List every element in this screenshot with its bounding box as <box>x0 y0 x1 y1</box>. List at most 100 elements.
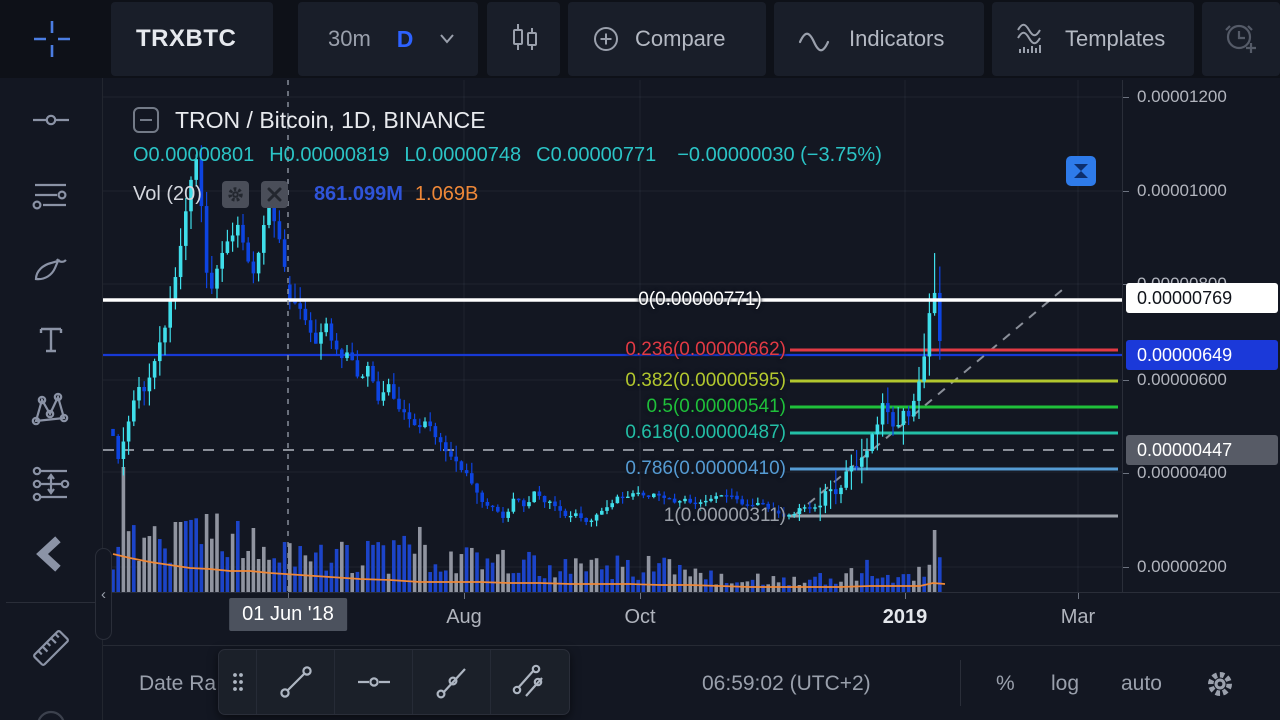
trend-ray-button[interactable] <box>413 650 491 714</box>
hourglass-icon <box>1074 164 1088 178</box>
text-icon <box>39 327 63 353</box>
diagonal-trend-line <box>794 289 1063 516</box>
drawn-lines[interactable] <box>103 289 1122 516</box>
legend-collapse-icon[interactable] <box>133 107 159 133</box>
trend-line-icon <box>279 666 312 698</box>
hide-panel-arrow-button[interactable] <box>0 526 102 582</box>
fib-retracement-lines[interactable] <box>790 348 1118 518</box>
time-tick <box>1078 593 1079 599</box>
chart-legend: TRON / Bitcoin, 1D, BINANCE O0.00000801 … <box>133 103 882 211</box>
crosshair-icon <box>33 21 70 57</box>
compare-plus-icon <box>594 27 618 51</box>
fib-label[interactable]: 0.5(0.00000541) <box>646 396 786 417</box>
xabcd-pattern-tool-button[interactable] <box>0 382 102 438</box>
time-label: Oct <box>624 606 656 628</box>
text-tool-button[interactable] <box>0 312 102 368</box>
trend-line-button[interactable] <box>257 650 335 714</box>
log-scale-button[interactable]: log <box>1051 646 1079 720</box>
brush-tool-button[interactable] <box>0 240 102 296</box>
clock-label: 06:59:02 (UTC+2) <box>702 671 871 695</box>
low-value: L0.00000748 <box>404 143 522 166</box>
fib-retracement-tool-button[interactable] <box>0 168 102 224</box>
auto-scale-button[interactable]: auto <box>1121 646 1162 720</box>
crosshair-tool-button[interactable] <box>0 0 103 78</box>
zoom-tool-button[interactable] <box>0 694 102 720</box>
auto-label: auto <box>1121 671 1162 695</box>
fib-lines-icon <box>32 183 67 210</box>
arrow-left-icon <box>36 536 61 572</box>
interval-active-label: D <box>396 25 414 52</box>
scroll-to-realtime-button[interactable] <box>1066 156 1096 186</box>
volume-indicator-label: Vol (20) <box>133 182 202 205</box>
chart-settings-button[interactable] <box>1206 646 1234 720</box>
fib-label[interactable]: 0(0.00000771) <box>638 289 762 310</box>
session-clock[interactable]: 06:59:02 (UTC+2) <box>702 646 871 720</box>
footer-divider <box>960 660 961 706</box>
parallel-channel-icon <box>512 664 543 697</box>
forecast-icon <box>32 466 70 502</box>
main-toolbar: TRXBTC 30m D Compare Indicators <box>103 0 1280 78</box>
compare-button[interactable]: Compare <box>568 2 766 76</box>
templates-button[interactable]: Templates <box>992 2 1194 76</box>
fib-label[interactable]: 0.618(0.00000487) <box>625 422 786 443</box>
percent-scale-button[interactable]: % <box>996 646 1015 720</box>
projection-tool-button[interactable] <box>0 456 102 512</box>
alarm-clock-plus-icon <box>1225 24 1256 53</box>
chevron-left-icon: ‹ <box>101 585 106 603</box>
ruler-tool-button[interactable] <box>0 620 102 676</box>
time-label: Mar <box>1060 606 1096 628</box>
date-range-label: Date Ra <box>139 671 217 695</box>
fib-label[interactable]: 1(0.00000311) <box>663 505 786 526</box>
fib-label[interactable]: 0.382(0.00000595) <box>625 370 786 391</box>
high-value: H0.00000819 <box>269 143 390 166</box>
trend-line-tool-button[interactable] <box>0 92 102 148</box>
parallel-channel-button[interactable] <box>491 650 569 714</box>
price-tick: 0.00000200 <box>1123 557 1227 577</box>
horizontal-line-button[interactable] <box>335 650 413 714</box>
xabcd-pattern-icon <box>31 392 69 426</box>
time-axis[interactable]: 01 Jun '18 Aug Oct 2019 Mar <box>103 592 1280 645</box>
change-value: −0.00000030 (−3.75%) <box>677 143 882 166</box>
time-tick <box>288 593 289 599</box>
templates-label: Templates <box>1065 26 1166 51</box>
compare-label: Compare <box>635 26 726 51</box>
price-tick: 0.00001200 <box>1123 87 1227 107</box>
fib-label[interactable]: 0.786(0.00000410) <box>625 458 786 479</box>
sidebar-divider <box>6 602 96 603</box>
time-tick <box>464 593 465 599</box>
volume-ma-line <box>112 553 946 588</box>
templates-icon <box>1017 23 1041 53</box>
indicators-label: Indicators <box>849 26 945 51</box>
close-icon <box>267 187 282 201</box>
interval-30m-label: 30m <box>328 26 371 51</box>
symbol-button[interactable]: TRXBTC <box>111 2 273 76</box>
time-label: 2019 <box>882 606 928 628</box>
horizontal-line-tool-icon <box>33 114 69 126</box>
indicators-wave-icon <box>798 32 830 52</box>
interval-button[interactable]: 30m D <box>298 2 478 76</box>
chart-style-button[interactable] <box>487 2 560 76</box>
fib-label[interactable]: 0.236(0.00000662) <box>625 339 786 360</box>
magnifier-icon <box>37 710 65 720</box>
ohlc-values: O0.00000801 H0.00000819 L0.00000748 C0.0… <box>133 139 882 171</box>
toolbar-drag-handle[interactable] <box>219 650 257 714</box>
price-axis[interactable]: 0.000012000.000010000.000008000.00000600… <box>1122 80 1280 592</box>
alert-button[interactable] <box>1202 2 1280 76</box>
time-tick <box>640 593 641 599</box>
volume-close-button[interactable] <box>260 180 288 208</box>
time-label: Aug <box>446 606 482 628</box>
indicators-button[interactable]: Indicators <box>774 2 984 76</box>
symbol-label: TRXBTC <box>136 25 237 52</box>
sidebar-collapse-handle[interactable]: ‹ <box>95 548 112 640</box>
bottom-toolbar: Date Ra <box>103 645 1280 720</box>
dashed-line-price-badge: 0.00000447 <box>1126 435 1278 465</box>
time-tick <box>905 593 906 599</box>
trend-ray-icon <box>435 668 466 699</box>
drawing-toolbar <box>0 0 103 720</box>
chevron-down-icon <box>440 34 455 44</box>
price-tick: 0.00000600 <box>1123 370 1227 390</box>
volume-settings-button[interactable] <box>221 180 249 208</box>
date-range-button[interactable]: Date Ra <box>139 646 216 720</box>
